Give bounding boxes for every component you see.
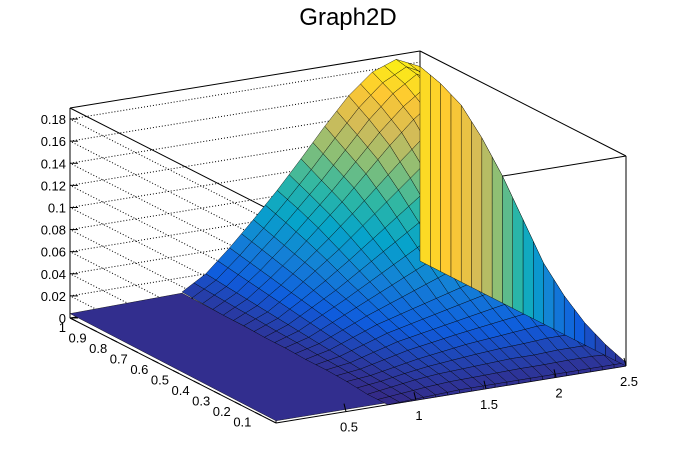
x-tick-label: 2	[555, 385, 562, 400]
surface-right-skirt	[471, 120, 482, 293]
y-tick-label: 1	[59, 320, 66, 335]
axis-back-top-edge	[69, 50, 421, 109]
surface-right-skirt	[461, 104, 472, 288]
y-tick-mark	[255, 412, 262, 416]
y-tick-mark	[172, 370, 180, 374]
y-tick-mark	[110, 338, 118, 343]
z-tick-label: 0.18	[41, 112, 66, 127]
surface-right-skirt	[522, 219, 534, 320]
x-tick-mark	[553, 369, 557, 378]
y-tick-label: 0.1	[233, 415, 251, 430]
z-tick-label: 0.14	[41, 156, 66, 171]
y-tick-label: 0.5	[151, 373, 169, 388]
z-gridline-back-wall	[69, 149, 421, 208]
y-tick-label: 0.6	[130, 362, 148, 377]
z-axis-ticks: 0 0.02 0.04 0.06 0.08 0.1 0.12 0.14 0.16 0.18	[41, 112, 78, 326]
surface-right-skirt	[419, 66, 431, 267]
z-gridline-left-wall	[69, 184, 277, 291]
z-tick-label: 0.06	[41, 245, 66, 260]
x-tick-mark	[413, 392, 417, 401]
y-tick-mark	[152, 359, 159, 364]
z-tick-label: 0	[59, 311, 66, 326]
z-gridline-left-wall	[69, 140, 277, 247]
y-axis-ticks: 0.10.20.30.40.50.60.70.80.91	[59, 317, 262, 430]
z-tick-label: 0.1	[48, 200, 66, 215]
y-tick-mark	[131, 349, 139, 353]
surface-right-skirt	[574, 308, 585, 346]
x-tick-label: 2.5	[620, 374, 638, 389]
x-tick-mark	[623, 357, 627, 367]
z-gridline-left-wall	[69, 162, 277, 269]
surface-mesh	[69, 59, 627, 421]
z-gridline-left-wall	[69, 207, 277, 313]
y-tick-mark	[69, 317, 77, 322]
z-gridline-back-wall	[69, 172, 421, 231]
surface-right-skirt	[533, 241, 544, 325]
x-tick-label: 1	[415, 408, 422, 423]
x-tick-mark	[483, 380, 487, 389]
z-gridline-back-wall	[69, 61, 421, 120]
surface-right-skirt	[502, 175, 513, 309]
surface-right-skirt	[430, 74, 441, 272]
z-gridline-back-wall	[69, 105, 421, 164]
z-tick-label: 0.08	[41, 223, 66, 238]
y-tick-label: 0.9	[69, 331, 87, 346]
z-tick-label: 0.02	[41, 289, 66, 304]
z-gridline-left-wall	[69, 229, 277, 336]
surface-right-skirt	[512, 197, 524, 314]
surface-right-skirt	[543, 262, 555, 330]
axis-left-top-edge	[69, 107, 277, 214]
surface-right-skirt	[450, 93, 462, 283]
surface-floor	[69, 292, 389, 421]
axis-right-top-edge	[419, 50, 627, 157]
surface-right-skirt	[481, 137, 493, 299]
z-tick-label: 0.16	[41, 134, 66, 149]
y-tick-label: 0.7	[110, 352, 128, 367]
z-gridline-left-wall	[69, 118, 277, 225]
y-tick-mark	[193, 380, 200, 385]
y-tick-label: 0.3	[192, 394, 210, 409]
y-tick-label: 0.4	[172, 383, 190, 398]
z-gridline-back-wall	[69, 194, 421, 253]
x-tick-mark	[343, 403, 347, 412]
y-tick-mark	[234, 401, 242, 406]
y-tick-mark	[90, 328, 97, 332]
z-tick-label: 0.12	[41, 178, 66, 193]
x-tick-label: 0.5	[340, 420, 358, 435]
z-tick-label: 0.04	[41, 267, 66, 282]
surface-right-skirt	[440, 83, 452, 278]
z-gridline-left-wall	[69, 251, 277, 358]
y-tick-label: 0.2	[213, 404, 231, 419]
y-tick-mark	[213, 391, 221, 395]
x-axis-ticks: 0.5 1 1.5 2 2.5	[340, 357, 638, 435]
x-tick-label: 1.5	[480, 397, 498, 412]
surface-right-skirt	[491, 156, 503, 304]
chart-title: Graph2D	[299, 4, 397, 31]
y-tick-label: 0.8	[89, 341, 107, 356]
z-gridline-back-wall	[69, 83, 421, 142]
surface-right-skirt	[564, 295, 575, 341]
z-gridline-left-wall	[69, 273, 277, 380]
surface-right-skirt	[553, 278, 565, 335]
z-gridline-back-wall	[69, 127, 421, 186]
